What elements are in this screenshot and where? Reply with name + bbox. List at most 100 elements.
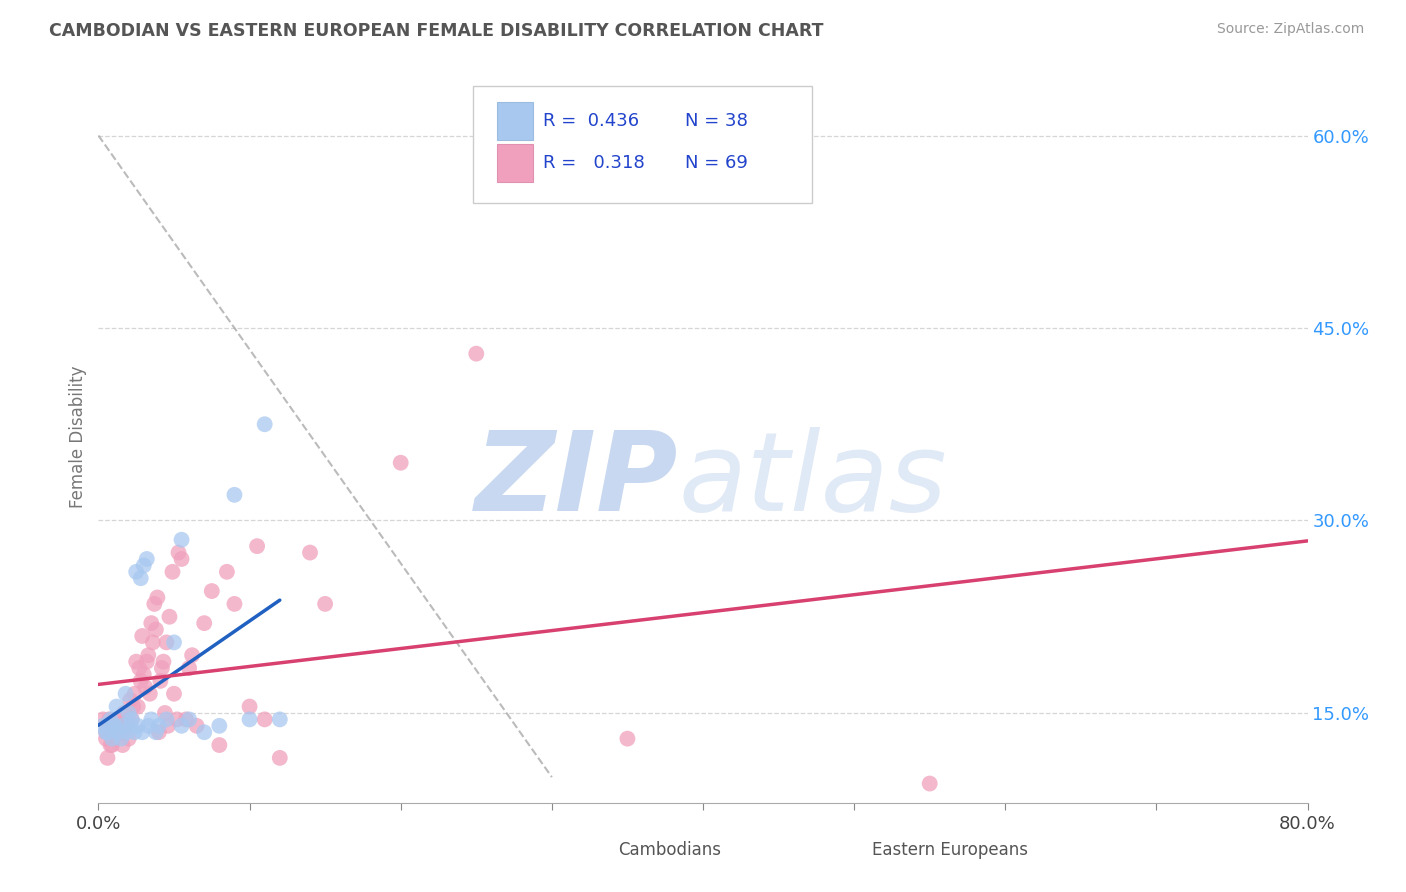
- Point: [193, 616, 215, 631]
- FancyBboxPatch shape: [498, 102, 533, 140]
- FancyBboxPatch shape: [474, 86, 811, 203]
- Point: [115, 725, 138, 739]
- FancyBboxPatch shape: [574, 838, 613, 868]
- Point: [141, 616, 163, 631]
- Point: [127, 719, 149, 733]
- Point: [148, 725, 170, 739]
- Point: [125, 655, 148, 669]
- Point: [105, 699, 128, 714]
- Point: [314, 597, 336, 611]
- Point: [115, 712, 138, 726]
- Point: [111, 719, 134, 733]
- Point: [239, 712, 262, 726]
- Point: [208, 738, 231, 752]
- Point: [121, 712, 143, 726]
- Point: [299, 545, 322, 559]
- Point: [128, 661, 150, 675]
- Point: [170, 533, 193, 547]
- Point: [155, 712, 177, 726]
- Point: [159, 609, 181, 624]
- Point: [100, 738, 122, 752]
- Text: atlas: atlas: [679, 427, 948, 534]
- Text: Cambodians: Cambodians: [619, 841, 721, 859]
- Point: [193, 725, 215, 739]
- Text: R =   0.318: R = 0.318: [543, 153, 645, 172]
- Point: [132, 558, 155, 573]
- Point: [269, 751, 291, 765]
- Point: [269, 712, 291, 726]
- Point: [104, 725, 127, 739]
- Point: [156, 719, 179, 733]
- Point: [145, 725, 167, 739]
- Point: [105, 712, 128, 726]
- Point: [125, 565, 148, 579]
- Text: ZIP: ZIP: [475, 427, 679, 534]
- Point: [107, 725, 129, 739]
- Point: [98, 712, 121, 726]
- FancyBboxPatch shape: [828, 838, 868, 868]
- Text: N = 38: N = 38: [685, 112, 748, 130]
- Point: [134, 681, 156, 695]
- Point: [224, 597, 246, 611]
- Text: R =  0.436: R = 0.436: [543, 112, 640, 130]
- Point: [135, 655, 157, 669]
- Point: [143, 597, 166, 611]
- Point: [141, 712, 163, 726]
- FancyBboxPatch shape: [498, 144, 533, 182]
- Point: [120, 693, 142, 707]
- Point: [465, 346, 488, 360]
- Point: [129, 571, 152, 585]
- Point: [114, 719, 136, 733]
- Point: [112, 706, 135, 720]
- Point: [170, 719, 193, 733]
- Point: [124, 687, 146, 701]
- Point: [146, 591, 169, 605]
- Text: Source: ZipAtlas.com: Source: ZipAtlas.com: [1216, 22, 1364, 37]
- Point: [132, 667, 155, 681]
- Point: [94, 725, 117, 739]
- Point: [118, 731, 141, 746]
- Text: N = 69: N = 69: [685, 153, 748, 172]
- Point: [135, 552, 157, 566]
- Point: [253, 417, 276, 432]
- Point: [918, 776, 941, 790]
- Point: [101, 731, 124, 746]
- Point: [253, 712, 276, 726]
- Point: [215, 565, 238, 579]
- Point: [94, 731, 117, 746]
- Point: [142, 635, 165, 649]
- Point: [179, 661, 201, 675]
- Point: [114, 687, 136, 701]
- Point: [96, 725, 118, 739]
- Point: [153, 706, 176, 720]
- Point: [139, 687, 162, 701]
- Point: [110, 725, 132, 739]
- Point: [129, 673, 152, 688]
- Point: [162, 565, 184, 579]
- Point: [107, 719, 129, 733]
- Point: [100, 712, 122, 726]
- Point: [91, 719, 114, 733]
- Point: [136, 719, 159, 733]
- Point: [208, 719, 231, 733]
- Point: [96, 751, 118, 765]
- Point: [136, 648, 159, 663]
- Point: [94, 725, 117, 739]
- Point: [91, 712, 114, 726]
- Point: [616, 731, 638, 746]
- Point: [121, 712, 143, 726]
- Point: [120, 719, 142, 733]
- Point: [174, 712, 197, 726]
- Y-axis label: Female Disability: Female Disability: [69, 366, 87, 508]
- Point: [110, 731, 132, 746]
- Point: [131, 725, 153, 739]
- Point: [155, 635, 177, 649]
- Point: [389, 456, 412, 470]
- Point: [166, 712, 188, 726]
- Point: [167, 545, 190, 559]
- Point: [239, 699, 262, 714]
- Point: [150, 661, 173, 675]
- Point: [111, 738, 134, 752]
- Point: [224, 488, 246, 502]
- Point: [148, 719, 170, 733]
